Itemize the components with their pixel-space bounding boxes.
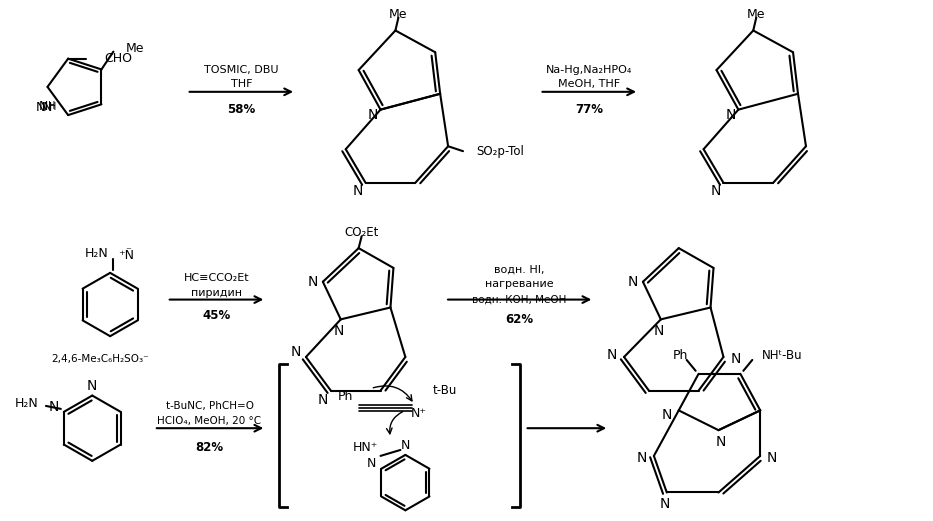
Text: N: N	[308, 275, 318, 289]
Text: HC≡CCO₂Et: HC≡CCO₂Et	[184, 273, 249, 283]
Text: Me: Me	[125, 42, 144, 55]
Text: Me: Me	[747, 8, 765, 21]
Text: H: H	[49, 102, 56, 111]
Text: ⁻: ⁻	[125, 246, 131, 256]
Text: N: N	[35, 101, 45, 114]
Text: N: N	[767, 451, 777, 465]
Text: N: N	[367, 457, 376, 470]
Text: N: N	[49, 400, 59, 414]
Text: 2,4,6-Me₃C₆H₂SO₃⁻: 2,4,6-Me₃C₆H₂SO₃⁻	[51, 354, 149, 364]
Text: HClO₄, MeOH, 20 °C: HClO₄, MeOH, 20 °C	[158, 416, 261, 426]
Text: N⁺: N⁺	[411, 407, 426, 420]
Text: t-Bu: t-Bu	[433, 384, 457, 397]
Text: 62%: 62%	[506, 313, 534, 326]
Text: SO₂p-Tol: SO₂p-Tol	[476, 145, 523, 158]
Text: N: N	[731, 352, 741, 366]
Text: 58%: 58%	[228, 103, 256, 116]
Text: N: N	[39, 100, 49, 113]
Text: нагревание: нагревание	[485, 279, 554, 289]
Text: 45%: 45%	[202, 309, 230, 322]
Text: N: N	[661, 408, 672, 423]
Text: N: N	[710, 184, 720, 198]
Text: H₂N: H₂N	[84, 246, 108, 259]
Text: N: N	[368, 107, 378, 121]
Text: Ph: Ph	[673, 350, 689, 363]
Text: CHO: CHO	[104, 52, 132, 65]
Text: N: N	[334, 324, 344, 338]
Text: H₂N: H₂N	[15, 398, 39, 411]
Text: t-BuNC, PhCH=O: t-BuNC, PhCH=O	[165, 401, 254, 412]
Text: Na-Hg,Na₂HPO₄: Na-Hg,Na₂HPO₄	[546, 65, 633, 75]
Text: Me: Me	[389, 8, 408, 21]
Text: N: N	[607, 348, 618, 362]
Text: пиридин: пиридин	[191, 288, 242, 297]
Text: TOSMIC, DBU: TOSMIC, DBU	[204, 65, 279, 75]
Text: водн. HI,: водн. HI,	[494, 265, 545, 275]
Text: NHᵗ-Bu: NHᵗ-Bu	[762, 350, 803, 363]
Text: MeOH, THF: MeOH, THF	[558, 79, 620, 89]
Text: N: N	[716, 435, 726, 449]
Text: ⁺N: ⁺N	[118, 249, 134, 262]
Text: N: N	[291, 345, 301, 359]
Text: N: N	[353, 184, 363, 198]
Text: N: N	[636, 451, 648, 465]
Text: N: N	[628, 275, 638, 289]
Text: N: N	[654, 324, 664, 338]
Text: 82%: 82%	[196, 441, 224, 454]
Text: N: N	[660, 498, 670, 512]
Text: HN⁺: HN⁺	[353, 441, 378, 454]
Text: N: N	[317, 393, 328, 407]
Text: 77%: 77%	[576, 103, 604, 116]
Text: N: N	[400, 439, 411, 452]
Text: H: H	[48, 101, 55, 111]
Text: Ph: Ph	[338, 390, 354, 403]
Text: N: N	[43, 101, 52, 114]
Text: водн. КОН, МеОН: водн. КОН, МеОН	[472, 294, 567, 305]
Text: N: N	[87, 379, 97, 393]
Text: CO₂Et: CO₂Et	[344, 226, 379, 239]
Text: THF: THF	[230, 79, 252, 89]
Text: N: N	[725, 107, 735, 121]
